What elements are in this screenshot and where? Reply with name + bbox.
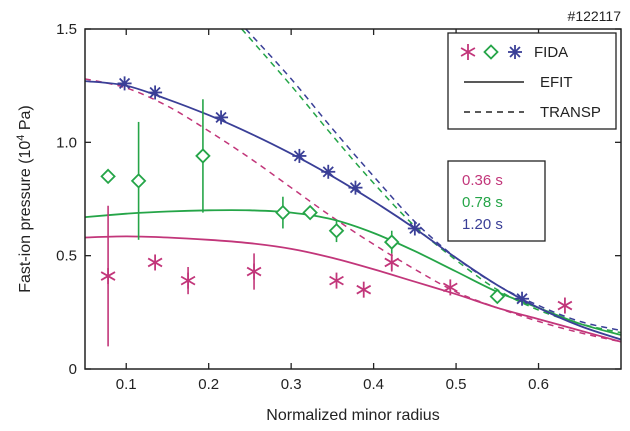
fida-point (329, 272, 344, 289)
fida-point (557, 297, 573, 314)
marker-stroke (356, 284, 372, 295)
shot-number: #122117 (568, 8, 622, 24)
legend-box (447, 32, 617, 130)
fida-point (384, 254, 400, 271)
marker-stroke (180, 275, 196, 286)
marker-stroke (329, 275, 344, 286)
legend-marker-samples (460, 44, 522, 60)
legend-marker-120 (508, 45, 522, 59)
marker-shape (195, 148, 211, 164)
y-tick-label: 1.5 (56, 21, 77, 38)
fida-point (489, 288, 506, 305)
fida-point (442, 279, 458, 296)
marker-shape (383, 234, 400, 250)
marker-stroke (460, 47, 476, 57)
y-axis-label-exponent: 4 (15, 135, 27, 141)
fida-point (302, 204, 318, 221)
y-axis-label: Fast-ion pressure (104 Pa) (15, 105, 34, 293)
marker-stroke (322, 166, 334, 178)
fida-point (195, 148, 211, 164)
marker-shape (302, 204, 318, 221)
x-tick-label: 0.3 (281, 376, 302, 393)
y-axis-label-unit: Pa) (17, 105, 34, 134)
fida-point (147, 254, 163, 271)
y-axis-label-prefix: Fast-ion pressure (10 (17, 141, 34, 293)
transp-curve (85, 78, 621, 343)
x-tick-label: 0.1 (116, 376, 137, 393)
efit-curve (85, 235, 621, 343)
marker-stroke (100, 271, 116, 281)
legend: FIDA EFIT TRANSP (447, 32, 617, 130)
fida-point (180, 272, 196, 289)
marker-shape (489, 288, 506, 305)
legend-marker-078 (483, 44, 499, 60)
marker-shape (328, 222, 345, 239)
fida-point (246, 263, 262, 280)
y-tick-label: 1.0 (56, 134, 77, 151)
time-label-078: 0.78 s (462, 194, 503, 211)
fida-point (383, 234, 400, 250)
fida-point (117, 76, 132, 91)
marker-shape (483, 44, 499, 60)
time-label-120: 1.20 s (462, 216, 503, 233)
x-tick-label: 0.5 (446, 376, 467, 393)
fida-point (100, 268, 116, 285)
marker-shape (275, 204, 291, 221)
time-legend-box (447, 160, 546, 242)
marker-stroke (516, 293, 528, 305)
marker-stroke (149, 86, 161, 99)
fida-point (275, 204, 291, 221)
x-tick-label: 0.6 (528, 376, 549, 393)
fida-point (328, 222, 345, 239)
y-tick-label: 0 (69, 361, 77, 378)
fida-point (515, 291, 530, 306)
legend-efit-label: EFIT (540, 74, 573, 91)
fida-point (148, 85, 163, 100)
transp-curve (245, 29, 621, 332)
marker-stroke (349, 182, 362, 194)
plot-frame (84, 28, 622, 370)
fida-point (292, 148, 307, 163)
marker-stroke (557, 300, 573, 311)
marker-shape (130, 173, 147, 189)
x-tick-label: 0.4 (363, 376, 384, 393)
fida-point (100, 168, 116, 185)
marker-stroke (442, 282, 458, 293)
fida-point (348, 180, 363, 195)
legend-marker-036 (460, 44, 476, 60)
marker-stroke (293, 150, 305, 162)
marker-stroke (246, 266, 262, 277)
marker-stroke (384, 257, 400, 268)
time-legend: 0.36 s 0.78 s 1.20 s (447, 160, 546, 242)
fida-markers (100, 76, 573, 314)
fida-point (214, 110, 229, 125)
marker-stroke (409, 222, 421, 235)
y-tick-label: 0.5 (56, 248, 77, 265)
fida-point (130, 173, 147, 189)
marker-shape (100, 168, 116, 185)
legend-transp-label: TRANSP (540, 104, 601, 121)
x-axis-label: Normalized minor radius (266, 407, 439, 424)
legend-fida-label: FIDA (534, 44, 568, 61)
marker-stroke (215, 111, 227, 123)
marker-stroke (147, 257, 163, 268)
error-bars (107, 99, 393, 347)
fida-point (356, 281, 372, 298)
axis-ticks: 0.1 0.2 0.3 0.4 0.5 0.6 0 0.5 1.0 1.5 (56, 21, 621, 393)
fida-point (407, 221, 422, 236)
x-tick-label: 0.2 (198, 376, 219, 393)
marker-stroke (118, 77, 131, 89)
time-label-036: 0.36 s (462, 172, 503, 189)
fida-point (321, 164, 336, 179)
marker-stroke (509, 46, 521, 58)
